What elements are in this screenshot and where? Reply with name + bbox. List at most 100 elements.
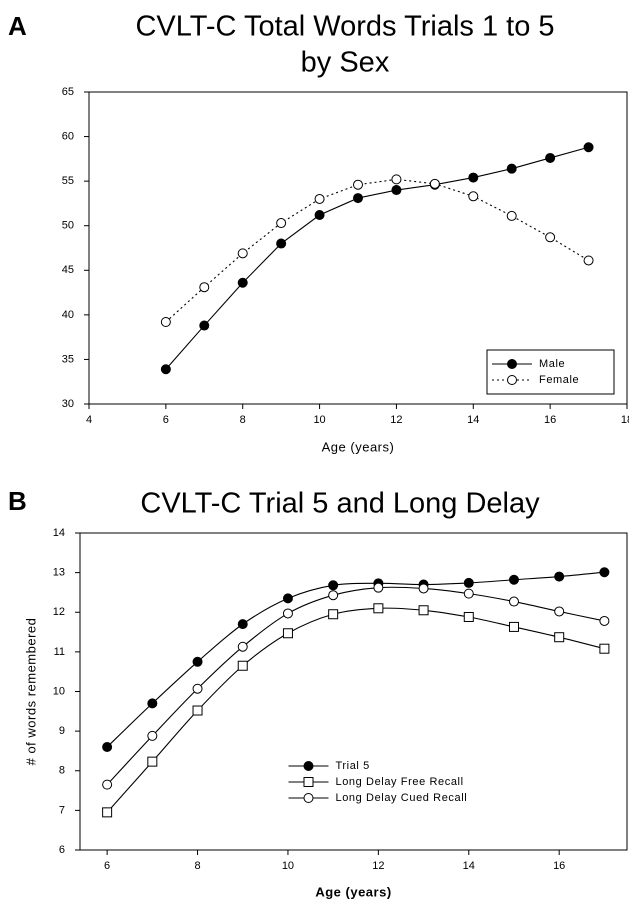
x-tick-label: 4 xyxy=(86,414,92,426)
data-point xyxy=(468,172,479,183)
data-point xyxy=(418,583,429,594)
series-line xyxy=(106,571,605,748)
data-point xyxy=(583,255,594,266)
legend-label: Long Delay Cued Recall xyxy=(336,792,468,804)
data-point xyxy=(599,615,610,626)
chart-title: CVLT-C Total Words Trials 1 to 5 xyxy=(135,11,554,43)
y-tick-label: 7 xyxy=(59,804,65,816)
data-point xyxy=(237,641,248,652)
data-point xyxy=(102,741,113,752)
x-tick-label: 14 xyxy=(463,860,475,872)
x-tick-label: 8 xyxy=(194,860,200,872)
data-point xyxy=(314,193,325,204)
data-point xyxy=(160,316,171,327)
y-axis-label: # of words remembered xyxy=(23,618,38,766)
y-tick-label: 35 xyxy=(62,353,74,365)
y-tick-label: 55 xyxy=(62,175,74,187)
panel-label: B xyxy=(8,486,27,516)
data-point xyxy=(545,152,556,163)
data-point xyxy=(599,643,610,654)
legend-marker xyxy=(507,359,517,369)
chart-title: CVLT-C Trial 5 and Long Delay xyxy=(140,488,540,520)
data-point xyxy=(508,596,519,607)
data-point xyxy=(192,656,203,667)
x-axis-label: Age (years) xyxy=(322,439,395,454)
data-point xyxy=(554,632,565,643)
data-point xyxy=(353,179,363,190)
legend-marker xyxy=(303,793,314,803)
data-point xyxy=(282,628,293,639)
panel-label: A xyxy=(8,11,27,41)
data-point xyxy=(237,277,248,288)
data-point xyxy=(463,577,474,588)
data-point xyxy=(583,142,594,153)
series-line xyxy=(165,146,589,370)
y-tick-label: 65 xyxy=(62,86,74,98)
data-point xyxy=(276,218,287,229)
data-point xyxy=(468,191,479,202)
data-point xyxy=(147,730,158,741)
data-point xyxy=(463,588,474,599)
data-point xyxy=(463,612,474,623)
data-point xyxy=(160,364,171,375)
data-point xyxy=(429,178,440,189)
y-tick-label: 45 xyxy=(62,264,74,276)
data-point xyxy=(199,320,210,331)
data-point xyxy=(353,193,363,204)
y-tick-label: 8 xyxy=(59,765,65,777)
legend-marker xyxy=(303,777,314,787)
data-point xyxy=(192,683,203,694)
data-point xyxy=(506,210,517,221)
data-point xyxy=(147,698,158,709)
y-tick-label: 10 xyxy=(53,685,65,697)
y-tick-label: 13 xyxy=(53,567,65,579)
data-point xyxy=(282,608,293,619)
y-tick-label: 12 xyxy=(53,606,65,618)
x-axis-label: Age (years) xyxy=(315,884,391,899)
data-point xyxy=(391,174,402,185)
data-point xyxy=(276,238,287,249)
y-tick-label: 6 xyxy=(59,844,65,856)
legend-marker xyxy=(507,375,517,385)
data-point xyxy=(192,705,203,716)
data-point xyxy=(599,567,610,578)
x-tick-label: 18 xyxy=(621,414,629,426)
data-point xyxy=(328,609,339,620)
legend-label: Female xyxy=(539,374,579,386)
legend-label: Male xyxy=(539,358,565,370)
data-point xyxy=(102,779,113,790)
y-tick-label: 11 xyxy=(54,646,65,658)
data-point xyxy=(237,619,248,630)
y-tick-label: 50 xyxy=(62,220,74,232)
x-tick-label: 10 xyxy=(282,860,294,872)
y-tick-label: 9 xyxy=(59,725,65,737)
data-point xyxy=(282,593,293,604)
data-point xyxy=(508,621,519,632)
x-tick-label: 12 xyxy=(372,860,384,872)
x-tick-label: 16 xyxy=(544,414,556,426)
y-tick-label: 30 xyxy=(62,398,74,410)
data-point xyxy=(328,580,339,591)
data-point xyxy=(102,807,113,818)
y-tick-label: 14 xyxy=(53,527,65,539)
y-tick-label: 60 xyxy=(62,130,74,142)
data-point xyxy=(314,210,325,221)
data-point xyxy=(373,582,384,593)
series-line xyxy=(106,586,605,785)
data-point xyxy=(328,590,339,601)
data-point xyxy=(508,574,519,585)
x-tick-label: 14 xyxy=(467,414,479,426)
legend-marker xyxy=(303,761,314,771)
x-tick-label: 6 xyxy=(104,860,110,872)
x-tick-label: 10 xyxy=(313,414,325,426)
data-point xyxy=(237,660,248,671)
series-line xyxy=(165,178,589,323)
legend-label: Trial 5 xyxy=(336,760,370,772)
data-point xyxy=(147,756,158,767)
legend-box xyxy=(486,349,615,395)
x-tick-label: 16 xyxy=(553,860,565,872)
legend-label: Long Delay Free Recall xyxy=(336,776,464,788)
data-point xyxy=(237,248,248,259)
data-point xyxy=(545,232,556,243)
